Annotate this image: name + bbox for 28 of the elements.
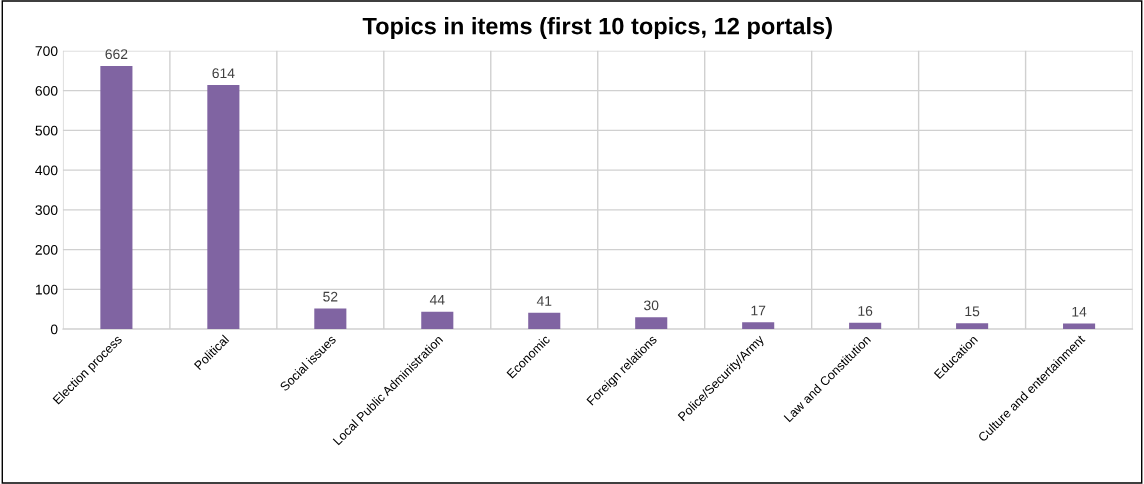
chart-title: Topics in items (first 10 topics, 12 portals): [362, 17, 832, 40]
data-label: 16: [858, 306, 873, 316]
bar: [100, 65, 133, 330]
data-label: 30: [644, 300, 659, 311]
y-tick-label: 700: [35, 46, 58, 56]
data-label: 15: [965, 306, 980, 317]
data-label: 17: [751, 305, 766, 316]
bar: [635, 317, 668, 330]
bar: [956, 323, 989, 330]
y-tick-label: 0: [50, 324, 58, 335]
bar: [742, 322, 775, 330]
data-label: 614: [212, 68, 235, 79]
bar: [528, 312, 561, 330]
bar: [421, 311, 454, 330]
data-label: 41: [536, 296, 552, 306]
bar: [314, 308, 347, 330]
y-tick-label: 600: [35, 85, 58, 96]
data-label: 14: [1072, 306, 1087, 317]
data-label: 662: [105, 49, 128, 60]
data-label: 44: [429, 295, 445, 305]
y-tick-label: 500: [35, 125, 58, 136]
bar: [207, 85, 240, 330]
y-tick-label: 400: [35, 165, 58, 176]
y-tick-label: 200: [35, 244, 58, 255]
y-tick-label: 100: [35, 284, 58, 295]
data-label: 52: [323, 291, 338, 302]
bar: [849, 322, 882, 330]
y-tick-label: 300: [35, 205, 58, 216]
